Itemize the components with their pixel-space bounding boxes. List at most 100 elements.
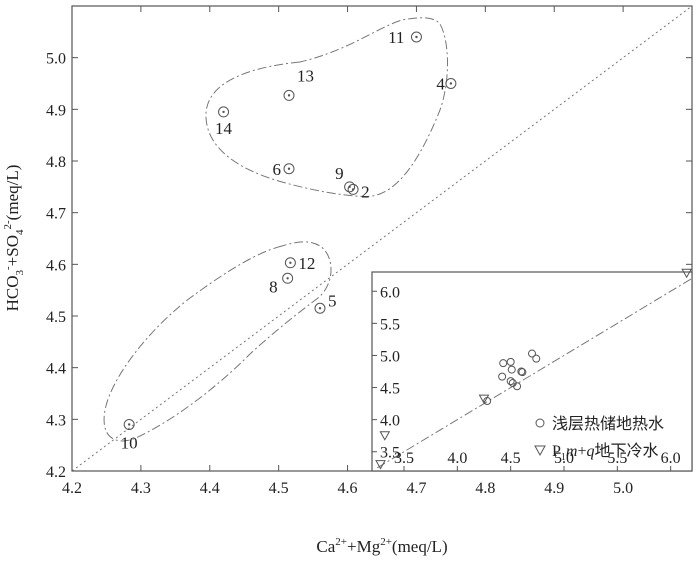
inset-x-tick-label: 6.0 xyxy=(661,450,681,467)
point-label: 5 xyxy=(328,291,337,310)
point-label: 11 xyxy=(388,28,404,47)
inset-one-to-one-dashed-line xyxy=(377,277,693,469)
inset-x-tick-label: 5.5 xyxy=(607,450,627,467)
legend-triangle-marker xyxy=(534,445,546,457)
data-point-dot xyxy=(289,261,292,264)
inset-one-to-one-line xyxy=(377,277,693,469)
inset-x-tick-label: 4.0 xyxy=(447,450,467,467)
data-point xyxy=(284,257,296,269)
x-tick-label: 4.2 xyxy=(62,480,82,497)
inset-cold-water-point xyxy=(681,268,693,279)
data-point xyxy=(445,78,457,89)
legend-label-hot-water: 浅层热储地热水 xyxy=(552,415,664,433)
inset-plot-frame xyxy=(371,271,693,472)
inset-y-tick-label: 4.0 xyxy=(380,413,400,430)
inset-cold-water-point xyxy=(375,460,386,470)
inset-hot-water-point xyxy=(506,377,515,386)
y-tick-label: 4.2 xyxy=(46,464,66,481)
data-point-dot xyxy=(287,167,291,170)
inset-axis-ticks xyxy=(372,290,672,471)
legend-label-cold-water: P1m+q地下冷水 xyxy=(552,442,659,463)
data-point xyxy=(123,419,135,430)
point-label: 8 xyxy=(269,277,278,296)
data-point-ring xyxy=(410,31,422,43)
inset-hot-water-point xyxy=(518,368,527,377)
inset-y-tick-label: 5.0 xyxy=(380,348,400,365)
x-tick-label: 4.4 xyxy=(200,480,220,497)
data-point-ring xyxy=(123,419,135,430)
data-point-dot xyxy=(351,188,355,191)
inset-hot-water-point xyxy=(532,354,541,363)
y-tick-label: 5.0 xyxy=(46,51,66,68)
inset-axis-tick-labels: 3.5 4.0 4.5 5.0 5.5 6.0 3.5 4.0 4.5 5.0 5.5 6.0 xyxy=(380,284,681,467)
data-point-ring xyxy=(284,257,296,269)
point-label: 4 xyxy=(436,75,445,94)
inset-y-tick-label: 6.0 xyxy=(380,284,400,301)
y-tick-label: 4.8 xyxy=(46,154,66,171)
point-label: 2 xyxy=(361,182,370,201)
point-label: 14 xyxy=(215,119,233,138)
inset-hot-water-point xyxy=(498,372,507,381)
data-point-ring xyxy=(344,181,356,193)
inset-hot-water-point xyxy=(507,365,516,374)
group-ellipses xyxy=(103,17,448,442)
x-tick-label: 4.7 xyxy=(406,480,426,497)
data-point-ring xyxy=(347,183,359,195)
y-tick-label: 4.4 xyxy=(46,361,66,378)
inset-cold-water-point xyxy=(379,431,391,441)
x-tick-label: 5.0 xyxy=(613,480,633,497)
inset-hot-water-point xyxy=(528,349,536,358)
data-point-dot xyxy=(449,82,453,85)
inset-hot-water-point xyxy=(506,357,515,366)
y-tick-label: 4.3 xyxy=(46,412,66,429)
y-tick-label: 4.5 xyxy=(46,309,66,326)
y-tick-label: 4.9 xyxy=(46,102,66,119)
main-point-labels: 11 4 13 14 6 92 12 8 5 10 xyxy=(121,28,446,453)
upper-group-ellipse xyxy=(205,17,448,197)
legend-circle-marker xyxy=(535,418,545,428)
lower-group-ellipse xyxy=(103,241,332,442)
data-point-dot xyxy=(222,110,225,114)
data-point xyxy=(314,302,326,314)
y-tick-label: 4.7 xyxy=(46,206,66,223)
x-tick-label: 4.5 xyxy=(269,480,289,497)
inset-y-tick-label: 4.5 xyxy=(380,381,400,398)
main-data-points xyxy=(123,31,457,430)
x-axis-title: Ca2++Mg2+(meq/L) xyxy=(316,536,447,556)
x-tick-label: 4.3 xyxy=(131,480,151,497)
data-point xyxy=(283,163,295,175)
y-axis-title: HCO3-+SO42-(meq/L) xyxy=(2,165,26,312)
one-to-one-line xyxy=(71,5,693,472)
x-tick-label: 4.9 xyxy=(544,480,564,497)
point-label: 13 xyxy=(297,66,314,85)
data-point-dot xyxy=(127,423,131,426)
inset-hot-water-point xyxy=(513,382,522,391)
data-point-ring xyxy=(282,272,294,284)
data-point-ring xyxy=(445,78,457,89)
data-point-ring xyxy=(283,163,295,175)
data-point xyxy=(347,183,359,195)
point-label: 6 xyxy=(273,160,282,179)
data-point xyxy=(282,272,294,284)
inset-x-tick-label: 3.5 xyxy=(394,450,414,467)
data-point xyxy=(283,89,295,101)
data-point-dot xyxy=(287,94,291,97)
inset-hot-water-point xyxy=(499,359,508,368)
inset-data-points xyxy=(375,268,693,470)
one-to-one-dotted-line xyxy=(71,5,693,472)
inset-y-tick-label: 5.5 xyxy=(380,316,400,333)
inset-hot-water-point xyxy=(517,367,526,376)
point-label: 12 xyxy=(298,254,315,273)
data-point-ring xyxy=(314,302,326,314)
data-point-dot xyxy=(286,277,289,280)
data-point-dot xyxy=(318,307,322,310)
inset-x-tick-label: 5.0 xyxy=(554,450,574,467)
data-point xyxy=(410,31,422,43)
inset-x-tick-label: 4.5 xyxy=(501,450,521,467)
data-point-ring xyxy=(218,106,230,118)
data-point-ring xyxy=(283,89,295,101)
x-tick-label: 4.8 xyxy=(475,480,495,497)
main-axis-tick-labels: 4.2 4.3 4.4 4.5 4.6 4.7 4.8 4.9 5.0 4.2 4.3 4.4 4.5 4… xyxy=(46,51,633,497)
point-label: 9 xyxy=(335,164,344,183)
